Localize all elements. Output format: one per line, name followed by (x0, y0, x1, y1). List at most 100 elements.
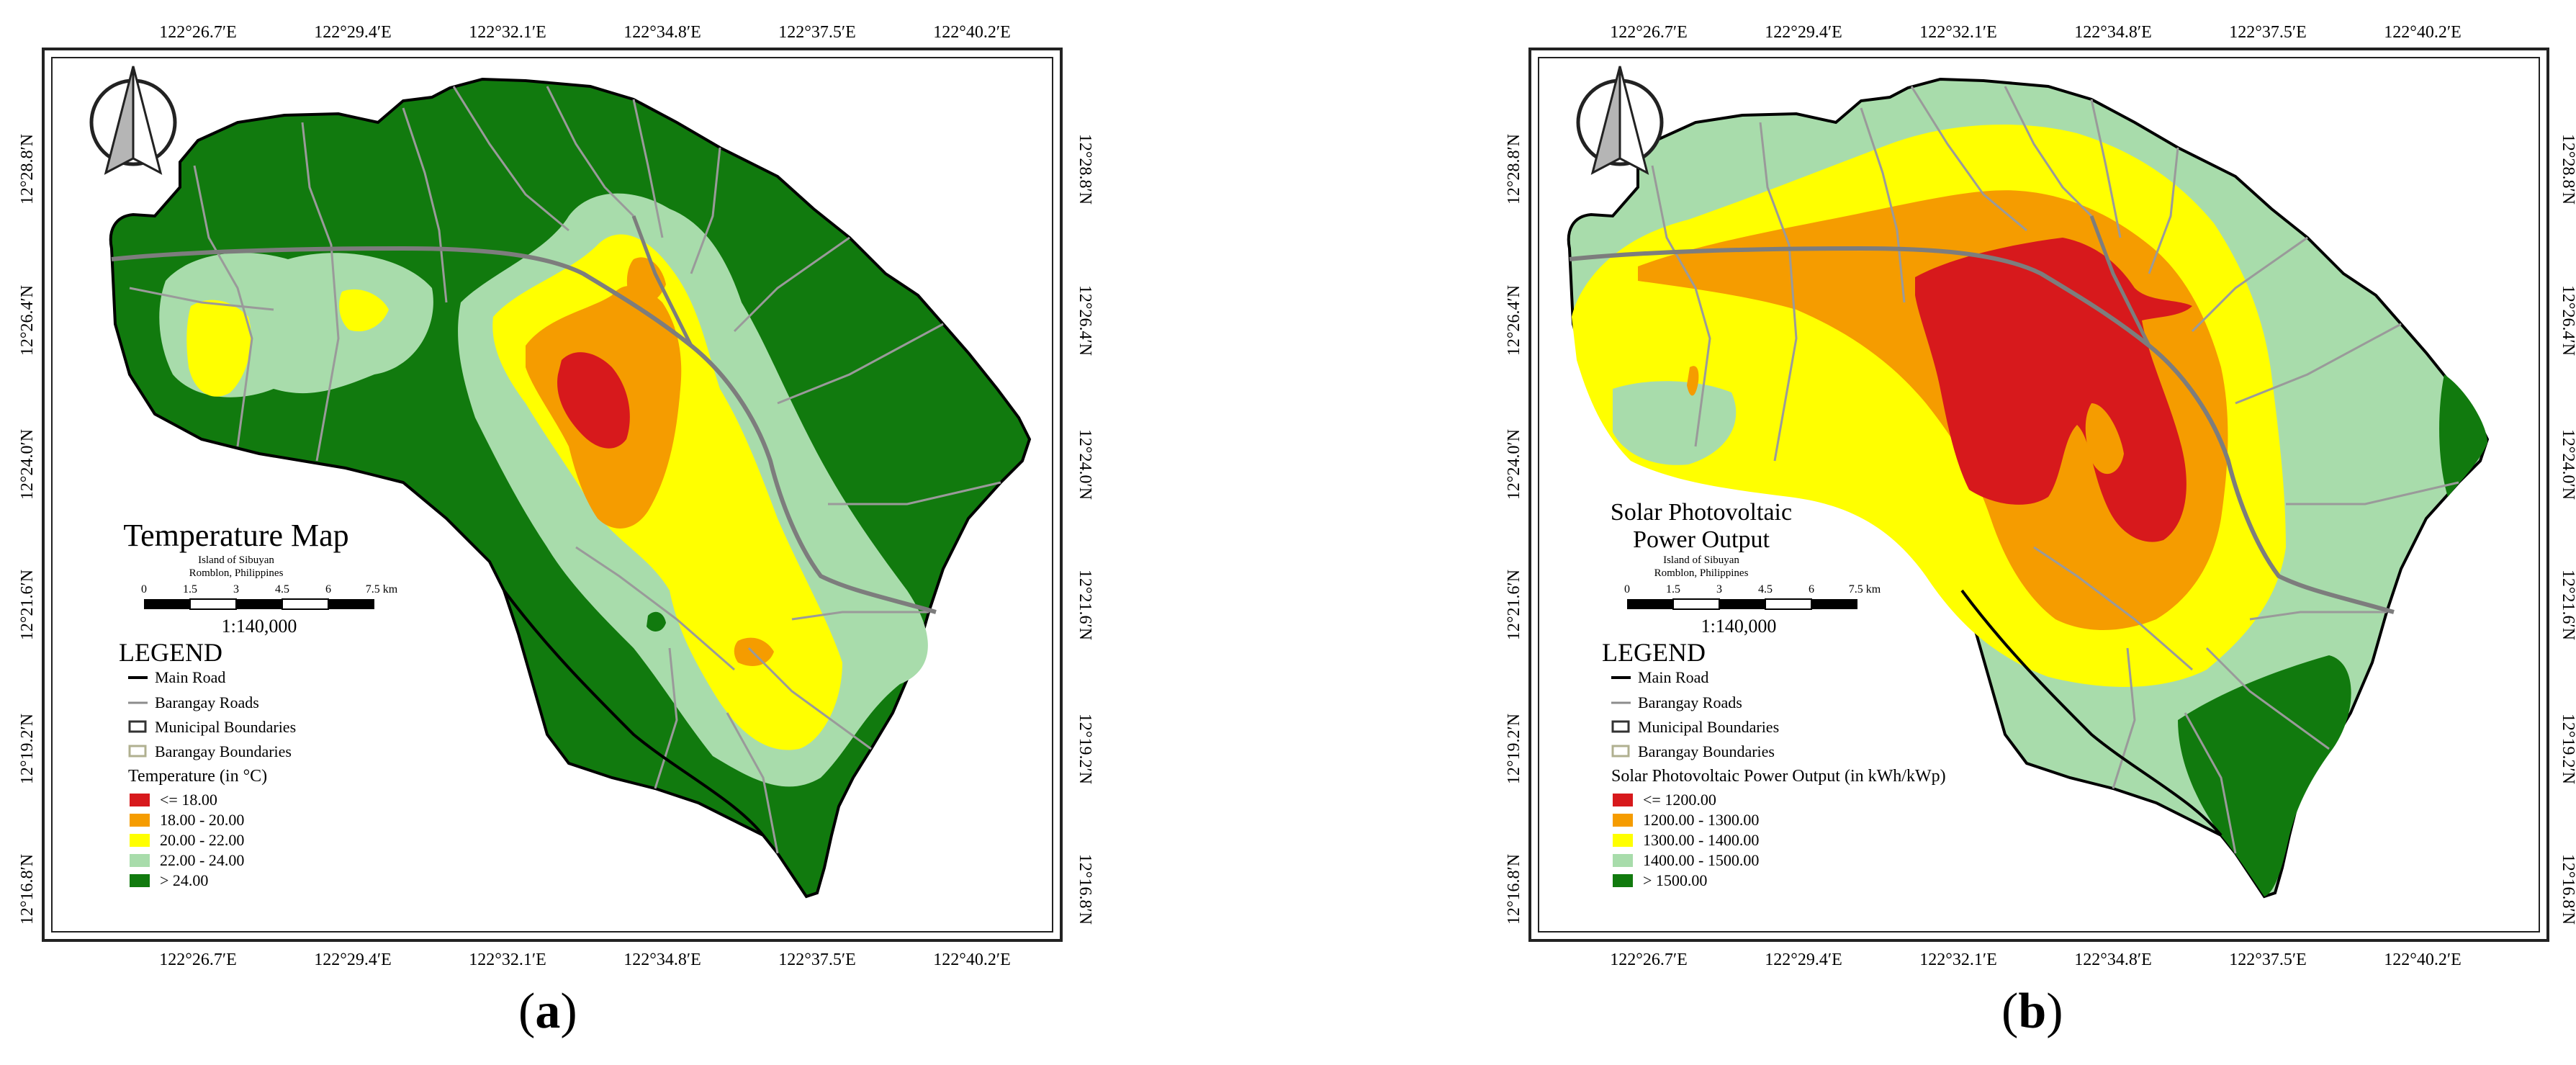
legend-class-label: 18.00 - 20.00 (160, 811, 244, 829)
latitude-tick: 12°21.6′N (18, 570, 37, 640)
scale-segment (236, 599, 282, 609)
scale-segment (328, 599, 374, 609)
barangay-road (402, 107, 448, 303)
longitude-tick: 122°29.4′E (1765, 23, 1842, 42)
longitude-tick: 122°37.5′E (2229, 951, 2307, 969)
legend-class-swatch (1613, 834, 1633, 847)
map-subtitle: Island of Sibuyan (1663, 554, 1739, 566)
scale-tick: 6 (325, 583, 331, 596)
barangay-road (632, 99, 664, 238)
longitude-tick: 122°26.7′E (1610, 951, 1688, 969)
legend-class-swatch (1613, 854, 1633, 867)
scale-tick: 1.5 (1666, 583, 1680, 596)
scale-tick: 7.5 km (1849, 583, 1881, 596)
island-sibuyan (1567, 78, 2489, 898)
legend-heading: LEGEND (119, 638, 222, 667)
longitude-tick: 122°29.4′E (314, 23, 392, 42)
longitude-tick: 122°34.8′E (623, 23, 701, 42)
barangay-road (1759, 122, 1798, 462)
scale-segment (1811, 599, 1857, 609)
scale-segment (189, 598, 237, 610)
barangay-road (2235, 323, 2402, 405)
legend-layer-label: Main Road (1638, 668, 1708, 686)
scale-tick: 1.5 (183, 583, 197, 596)
scale-ratio: 1:140,000 (1701, 616, 1777, 637)
legend-layer-label: Barangay Boundaries (155, 742, 292, 760)
latitude-tick: 12°24.0′N (1076, 429, 1094, 500)
legend-layer-label: Municipal Boundaries (155, 718, 296, 736)
latitude-tick: 12°19.2′N (18, 714, 37, 784)
latitude-tick: 12°16.8′N (1505, 854, 1523, 925)
legend-class-swatch (1613, 814, 1633, 827)
legend-variable-title: Solar Photovoltaic Power Output (in kWh/… (1611, 767, 1946, 786)
scale-ratio: 1:140,000 (222, 616, 297, 637)
barangay-road (301, 122, 340, 462)
legend-class-label: <= 18.00 (160, 791, 217, 809)
barangay-road (1910, 86, 2027, 232)
latitude-tick: 12°24.0′N (2559, 429, 2576, 500)
map-title: Solar Photovoltaic (1611, 499, 1792, 526)
panel-label-b: (b) (2001, 984, 2063, 1039)
pv-zone-1200-1300-spot (1687, 366, 1699, 396)
longitude-tick: 122°32.1′E (1919, 23, 1997, 42)
legend-class-swatch (130, 874, 150, 887)
scale-tick: 4.5 (1758, 583, 1773, 596)
main-road (111, 215, 937, 837)
top-longitude-ticks: 122°26.7′E 122°29.4′E 122°32.1′E 122°34.… (159, 23, 1011, 42)
longitude-tick: 122°40.2′E (2384, 23, 2462, 42)
legend-symbol-barangay-boundaries (1611, 745, 1630, 758)
temp-zone-le18 (557, 352, 630, 449)
map-subtitle: Romblon, Philippines (189, 567, 284, 579)
scale-bar: 0 1.5 3 4.5 6 7.5 km 1:140,000 (1624, 583, 1881, 637)
barangay-road (828, 481, 1001, 505)
barangay-roads (129, 86, 1001, 854)
barangay-road (2184, 712, 2237, 854)
latitude-tick: 12°28.8′N (1076, 134, 1094, 205)
longitude-tick: 122°37.5′E (2229, 23, 2307, 42)
barangay-road (733, 236, 850, 333)
longitude-tick: 122°40.2′E (933, 951, 1011, 969)
barangay-road (1651, 165, 1711, 447)
panel-label-a: (a) (518, 984, 577, 1039)
map-subtitle: Island of Sibuyan (198, 554, 274, 566)
scale-tick: 0 (1624, 583, 1630, 596)
temp-zone-18-20-north (626, 257, 666, 305)
legend-class-label: 20.00 - 22.00 (160, 831, 244, 849)
legend-class-swatch (130, 814, 150, 827)
legend-layer-label: Barangay Boundaries (1638, 742, 1775, 760)
legend-class-swatch (130, 854, 150, 867)
scale-tick: 3 (233, 583, 239, 596)
longitude-tick: 122°40.2′E (933, 23, 1011, 42)
pv-zone-gt1500-south (2178, 655, 2351, 897)
legend-variable-title: Temperature (in °C) (128, 767, 267, 786)
legend-class-label: <= 1200.00 (1643, 791, 1716, 809)
barangay-road (2249, 611, 2387, 621)
legend-class-label: 1300.00 - 1400.00 (1643, 831, 1759, 849)
legend-symbol-barangay-boundaries (128, 745, 147, 758)
panel-b-solar-pv-map: 122°26.7′E 122°29.4′E 122°32.1′E 122°34.… (1505, 23, 2576, 969)
map-legend: LEGEND Main Road Barangay Roads Municipa… (1602, 638, 1946, 889)
longitude-tick: 122°34.8′E (2074, 23, 2152, 42)
latitude-tick: 12°21.6′N (2559, 570, 2576, 640)
top-longitude-ticks: 122°26.7′E 122°29.4′E 122°32.1′E 122°34.… (1610, 23, 2462, 42)
legend-class-label: 1400.00 - 1500.00 (1643, 851, 1759, 869)
barangay-road (747, 647, 872, 750)
panel-letter: a (535, 984, 561, 1039)
legend-class-swatch (1613, 794, 1633, 806)
latitude-tick: 12°28.8′N (2559, 134, 2576, 205)
scale-segment (1765, 598, 1812, 610)
latitude-tick: 12°26.4′N (18, 285, 37, 356)
pv-zone-gt1500-east (2439, 374, 2487, 497)
scale-segment (1627, 599, 1673, 609)
legend-class-label: > 24.00 (160, 871, 208, 889)
main-road-line (1569, 246, 2395, 614)
barangay-road (777, 323, 944, 405)
main-road (1569, 215, 2395, 837)
scale-segment (144, 599, 190, 609)
map-inner-frame (1538, 57, 2540, 933)
longitude-tick: 122°32.1′E (469, 951, 546, 969)
barangay-road (193, 165, 253, 447)
scale-tick: 4.5 (275, 583, 289, 596)
barangay-road (2205, 647, 2330, 750)
panel-letter: b (2018, 984, 2047, 1039)
